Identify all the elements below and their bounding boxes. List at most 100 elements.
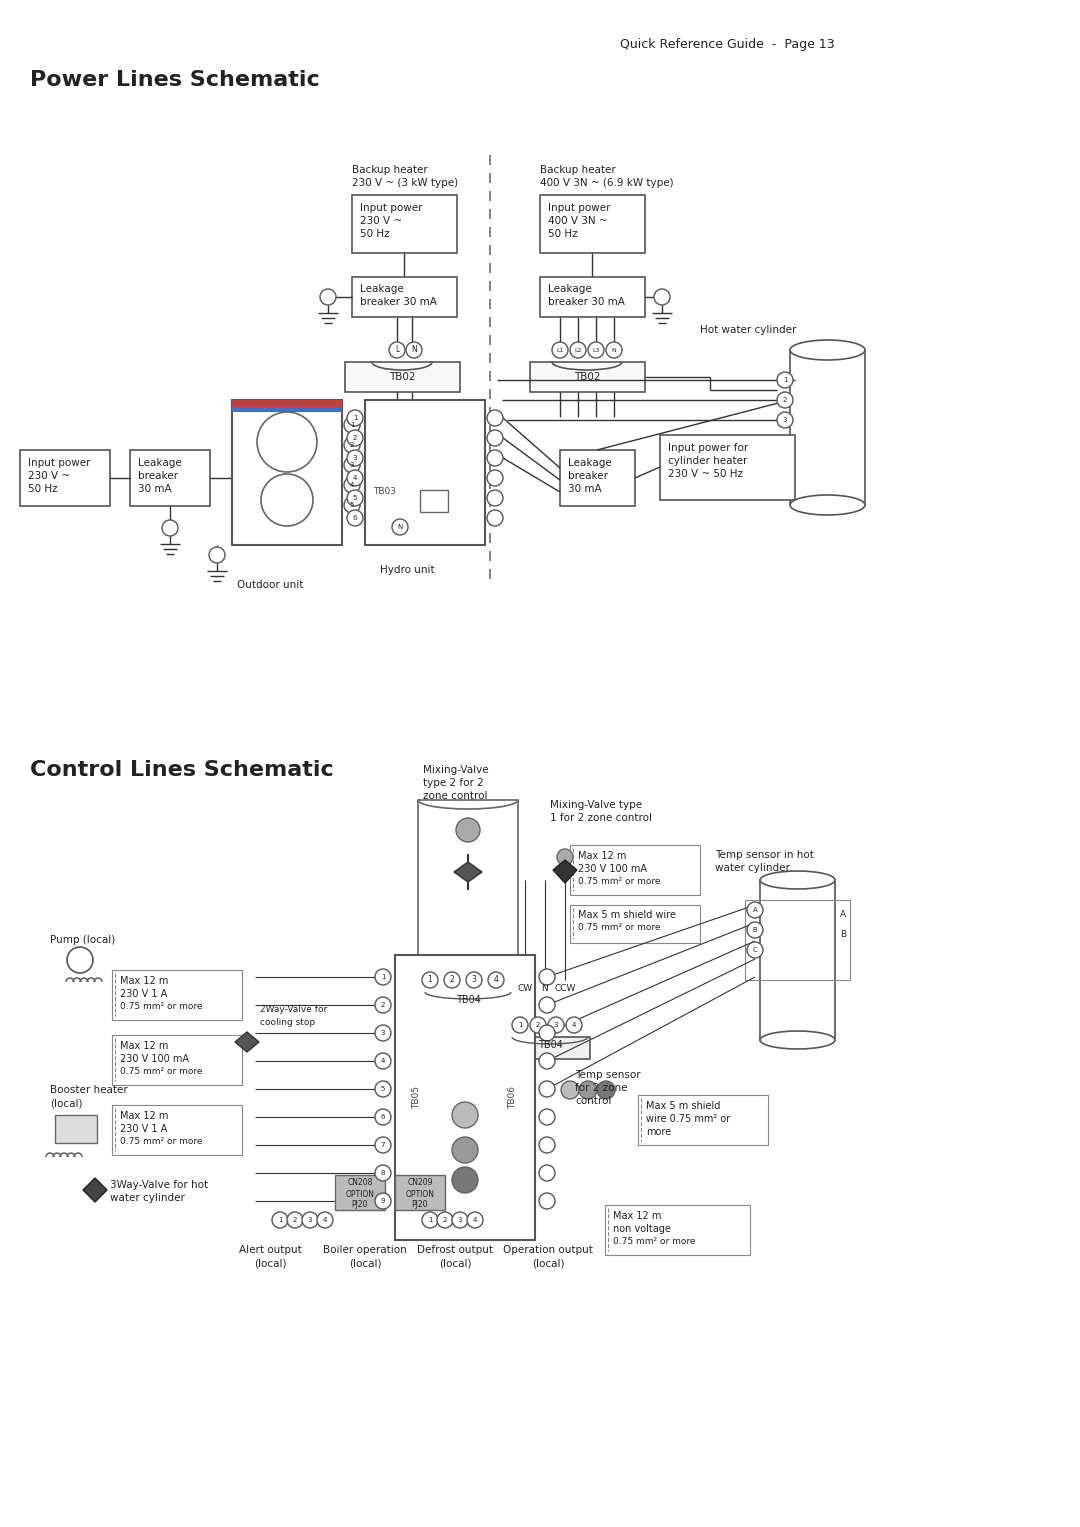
- Text: zone control: zone control: [423, 791, 487, 802]
- Text: Input power: Input power: [548, 203, 610, 212]
- Circle shape: [539, 1054, 555, 1069]
- Text: 3Way-Valve for hot: 3Way-Valve for hot: [110, 1180, 208, 1190]
- Circle shape: [320, 289, 336, 305]
- Circle shape: [487, 470, 503, 486]
- Text: 2: 2: [536, 1022, 540, 1028]
- Text: cylinder heater: cylinder heater: [669, 457, 747, 466]
- Text: 230 V 1 A: 230 V 1 A: [120, 1124, 167, 1135]
- Circle shape: [539, 1193, 555, 1209]
- Text: Quick Reference Guide  -  Page 13: Quick Reference Guide - Page 13: [620, 38, 835, 50]
- Text: Mixing-Valve type: Mixing-Valve type: [550, 800, 643, 809]
- Circle shape: [437, 1212, 453, 1228]
- Text: 400 V 3N ~: 400 V 3N ~: [548, 215, 608, 226]
- Text: L2: L2: [575, 348, 582, 353]
- Circle shape: [406, 342, 422, 357]
- FancyBboxPatch shape: [660, 435, 795, 499]
- Text: TB02: TB02: [573, 373, 600, 382]
- Text: TB02: TB02: [389, 373, 415, 382]
- FancyBboxPatch shape: [352, 195, 457, 253]
- Text: 2: 2: [449, 976, 455, 985]
- Text: OPTION: OPTION: [346, 1190, 375, 1199]
- Ellipse shape: [789, 341, 865, 360]
- Ellipse shape: [760, 1031, 835, 1049]
- Text: 4: 4: [381, 1058, 386, 1064]
- Text: 4: 4: [494, 976, 499, 985]
- Text: Backup heater: Backup heater: [352, 165, 428, 176]
- Text: control: control: [575, 1096, 611, 1106]
- Circle shape: [456, 818, 480, 841]
- Circle shape: [512, 1017, 528, 1032]
- Text: non voltage: non voltage: [613, 1225, 671, 1234]
- Circle shape: [287, 1212, 303, 1228]
- FancyBboxPatch shape: [395, 954, 535, 1240]
- Circle shape: [561, 1081, 579, 1099]
- Text: 3: 3: [458, 1217, 462, 1223]
- Text: 50 Hz: 50 Hz: [28, 484, 57, 495]
- Circle shape: [347, 470, 363, 486]
- Circle shape: [552, 342, 568, 357]
- Text: 1: 1: [428, 976, 432, 985]
- Text: Input power for: Input power for: [669, 443, 748, 454]
- Circle shape: [375, 1193, 391, 1209]
- Text: (local): (local): [254, 1258, 286, 1267]
- Text: Defrost output: Defrost output: [417, 1245, 492, 1255]
- Circle shape: [539, 1165, 555, 1180]
- Text: 1: 1: [381, 974, 386, 980]
- Text: breaker 30 mA: breaker 30 mA: [360, 296, 437, 307]
- Text: 5: 5: [350, 502, 354, 508]
- Text: type 2 for 2: type 2 for 2: [423, 777, 484, 788]
- Circle shape: [488, 973, 504, 988]
- Text: 2: 2: [783, 397, 787, 403]
- Text: Leakage: Leakage: [548, 284, 592, 295]
- Text: 230 V ~ 50 Hz: 230 V ~ 50 Hz: [669, 469, 743, 479]
- Text: 50 Hz: 50 Hz: [548, 229, 578, 240]
- FancyBboxPatch shape: [760, 880, 835, 1040]
- Circle shape: [579, 1081, 597, 1099]
- Text: 6: 6: [353, 515, 357, 521]
- Text: 2: 2: [293, 1217, 297, 1223]
- Text: 3: 3: [308, 1217, 312, 1223]
- Text: Pump (local): Pump (local): [50, 935, 116, 945]
- Circle shape: [747, 942, 762, 957]
- Text: 1: 1: [783, 377, 787, 383]
- Circle shape: [345, 417, 360, 434]
- Circle shape: [487, 490, 503, 505]
- Text: OPTION: OPTION: [405, 1190, 434, 1199]
- Circle shape: [375, 1081, 391, 1096]
- Text: breaker: breaker: [138, 470, 178, 481]
- Text: 5: 5: [381, 1086, 386, 1092]
- Text: TB04: TB04: [538, 1040, 563, 1051]
- Circle shape: [210, 547, 225, 563]
- FancyBboxPatch shape: [345, 362, 460, 392]
- Text: B: B: [840, 930, 846, 939]
- Text: N: N: [397, 524, 403, 530]
- FancyBboxPatch shape: [789, 350, 865, 505]
- Text: Leakage: Leakage: [360, 284, 404, 295]
- Text: L1: L1: [556, 348, 564, 353]
- Text: PJ20: PJ20: [352, 1200, 368, 1209]
- Text: Max 5 m shield: Max 5 m shield: [646, 1101, 720, 1112]
- Circle shape: [453, 1138, 478, 1164]
- Text: 7: 7: [381, 1142, 386, 1148]
- Text: 0.75 mm² or more: 0.75 mm² or more: [120, 1067, 203, 1077]
- Text: Operation output: Operation output: [503, 1245, 593, 1255]
- Text: 2Way-Valve for: 2Way-Valve for: [260, 1005, 327, 1014]
- Text: 230 V 1 A: 230 V 1 A: [120, 989, 167, 999]
- Circle shape: [392, 519, 408, 534]
- Text: N: N: [411, 345, 417, 354]
- Text: Temp sensor: Temp sensor: [575, 1070, 640, 1080]
- Text: 230 V ~: 230 V ~: [28, 470, 70, 481]
- Circle shape: [375, 997, 391, 1012]
- Circle shape: [389, 342, 405, 357]
- FancyBboxPatch shape: [540, 195, 645, 253]
- Circle shape: [487, 431, 503, 446]
- Text: 0.75 mm² or more: 0.75 mm² or more: [120, 1002, 203, 1011]
- Circle shape: [539, 997, 555, 1012]
- Text: Power Lines Schematic: Power Lines Schematic: [30, 70, 320, 90]
- Text: N: N: [611, 348, 617, 353]
- Text: Leakage: Leakage: [568, 458, 611, 467]
- Text: 3: 3: [350, 463, 354, 467]
- Text: for 2 zone: for 2 zone: [575, 1083, 627, 1093]
- Text: 2: 2: [443, 1217, 447, 1223]
- Text: B: B: [753, 927, 757, 933]
